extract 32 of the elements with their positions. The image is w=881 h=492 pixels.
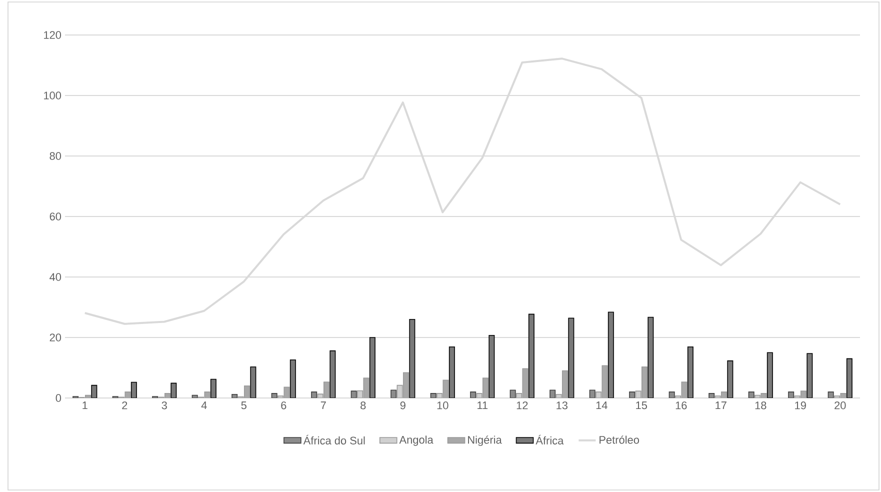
y-tick-label: 0	[56, 394, 62, 402]
y-tick-label: 100	[44, 92, 62, 100]
y-tick-label: 120	[44, 31, 62, 39]
x-tick-label: 6	[281, 402, 286, 410]
y-tick-label: 80	[50, 152, 62, 160]
x-tick-label: 13	[556, 402, 568, 410]
legend-label: Petróleo	[600, 436, 640, 444]
x-tick-label: 9	[400, 402, 406, 410]
x-tick-label: 2	[122, 402, 128, 410]
y-tick-label: 20	[50, 334, 62, 342]
legend-label: África	[536, 434, 564, 444]
x-tick-label: 7	[320, 402, 326, 410]
x-tick-label: 14	[596, 402, 608, 410]
x-tick-label: 20	[834, 402, 846, 410]
x-tick-label: 5	[241, 402, 246, 410]
legend-label: Nigéria	[468, 436, 502, 446]
x-tick-label: 10	[437, 402, 448, 410]
x-tick-label: 16	[676, 402, 687, 410]
x-tick-label: 18	[755, 402, 766, 410]
x-tick-label: 4	[201, 402, 207, 410]
x-tick-label: 11	[478, 402, 488, 410]
legend-label: África do Sul	[303, 434, 365, 444]
x-tick-label: 3	[162, 402, 167, 410]
y-tick-label: 60	[50, 212, 62, 220]
y-tick-label: 40	[50, 273, 62, 281]
x-tick-label: 17	[716, 402, 726, 410]
x-tick-label: 1	[82, 402, 88, 410]
x-tick-label: 8	[360, 402, 366, 410]
x-tick-label: 15	[636, 402, 648, 410]
x-tick-label: 12	[516, 402, 528, 410]
legend-label: Angola	[399, 436, 434, 446]
x-tick-label: 19	[795, 402, 806, 410]
